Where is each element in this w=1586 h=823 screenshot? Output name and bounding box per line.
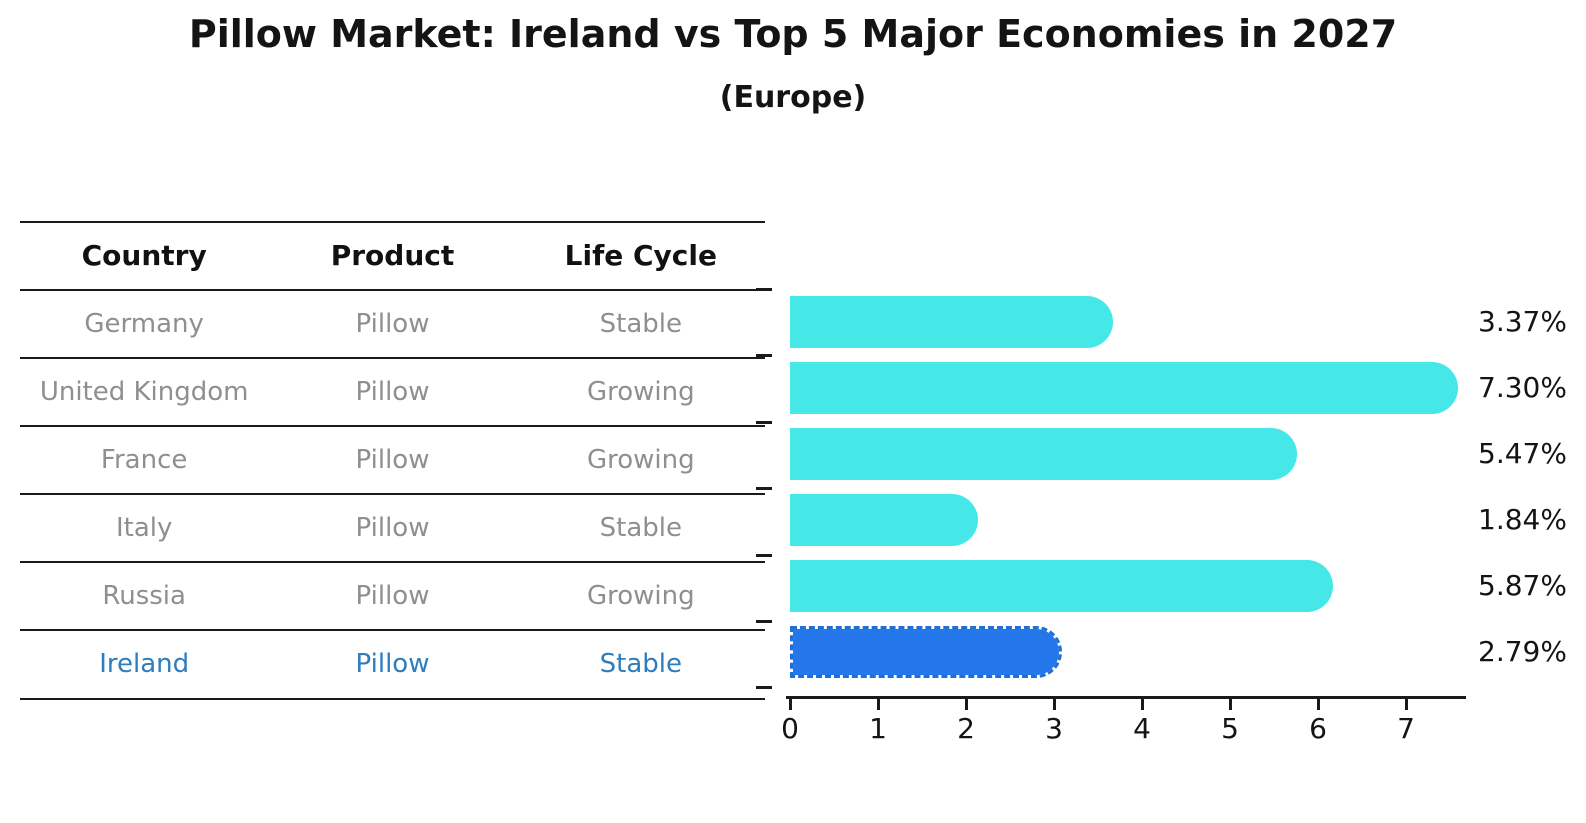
life-cycle-cell: Growing bbox=[586, 376, 695, 407]
bar-italy bbox=[790, 494, 978, 546]
column-header-life-cycle: Life Cycle bbox=[564, 238, 717, 272]
product-cell: Pillow bbox=[355, 376, 430, 407]
table-row-united-kingdom: United Kingdom Pillow Growing bbox=[20, 359, 765, 427]
bar-russia bbox=[790, 560, 1333, 612]
x-tick-mark bbox=[1141, 699, 1144, 710]
x-tick-mark bbox=[789, 699, 792, 710]
product-cell: Pillow bbox=[355, 649, 430, 680]
life-cycle-cell: Growing bbox=[586, 580, 695, 611]
y-tick-mark bbox=[756, 487, 772, 490]
life-cycle-cell: Stable bbox=[599, 308, 682, 339]
life-cycle-cell: Stable bbox=[599, 512, 682, 543]
country-cell: France bbox=[100, 444, 188, 475]
table-row-russia: Russia Pillow Growing bbox=[20, 563, 765, 631]
value-label-germany: 3.37% bbox=[1478, 305, 1567, 338]
table-body: Germany Pillow Stable United Kingdom Pil… bbox=[20, 291, 765, 700]
x-axis-line bbox=[786, 696, 1466, 699]
bar-germany bbox=[790, 296, 1113, 348]
x-tick-label: 3 bbox=[1045, 712, 1063, 745]
country-cell: Russia bbox=[102, 580, 186, 611]
value-labels: 3.37% 7.30% 5.47% 1.84% 5.87% 2.79% bbox=[1478, 296, 1583, 716]
x-tick-label: 0 bbox=[781, 712, 799, 745]
country-cell: United Kingdom bbox=[39, 376, 249, 407]
x-tick-mark bbox=[965, 699, 968, 710]
column-header-country: Country bbox=[81, 238, 207, 272]
life-cycle-cell: Stable bbox=[599, 649, 682, 680]
bar-plot-area bbox=[790, 296, 1490, 716]
y-tick-mark bbox=[756, 421, 772, 424]
table-row-france: France Pillow Growing bbox=[20, 427, 765, 495]
x-tick-mark bbox=[877, 699, 880, 710]
x-tick-mark bbox=[1405, 699, 1408, 710]
y-tick-mark bbox=[756, 354, 772, 357]
x-tick-label: 5 bbox=[1221, 712, 1239, 745]
column-header-product: Product bbox=[330, 238, 455, 272]
bar-united-kingdom bbox=[790, 362, 1459, 414]
product-cell: Pillow bbox=[355, 512, 430, 543]
x-tick-mark bbox=[1317, 699, 1320, 710]
bar-france bbox=[790, 428, 1298, 480]
country-cell: Germany bbox=[84, 308, 204, 339]
value-label-france: 5.47% bbox=[1478, 437, 1567, 470]
product-cell: Pillow bbox=[355, 444, 430, 475]
y-tick-mark bbox=[756, 288, 772, 291]
table-header-row: Country Product Life Cycle bbox=[20, 223, 765, 291]
product-cell: Pillow bbox=[355, 580, 430, 611]
y-tick-mark bbox=[756, 620, 772, 623]
value-label-russia: 5.87% bbox=[1478, 569, 1567, 602]
y-tick-mark bbox=[756, 686, 772, 689]
x-tick-label: 7 bbox=[1397, 712, 1415, 745]
value-label-united-kingdom: 7.30% bbox=[1478, 371, 1567, 404]
x-tick-label: 2 bbox=[957, 712, 975, 745]
country-cell: Ireland bbox=[99, 649, 190, 680]
table-row-italy: Italy Pillow Stable bbox=[20, 495, 765, 563]
country-table: Country Product Life Cycle Germany Pillo… bbox=[20, 221, 765, 700]
x-tick-label: 6 bbox=[1309, 712, 1327, 745]
x-tick-mark bbox=[1229, 699, 1232, 710]
table-row-germany: Germany Pillow Stable bbox=[20, 291, 765, 359]
value-label-ireland: 2.79% bbox=[1478, 635, 1567, 668]
y-tick-mark bbox=[756, 554, 772, 557]
product-cell: Pillow bbox=[355, 308, 430, 339]
x-tick-mark bbox=[1053, 699, 1056, 710]
chart-subtitle: (Europe) bbox=[719, 80, 867, 115]
x-tick-label: 4 bbox=[1133, 712, 1151, 745]
country-cell: Italy bbox=[115, 512, 173, 543]
life-cycle-cell: Growing bbox=[586, 444, 695, 475]
bar-ireland bbox=[790, 626, 1062, 678]
value-label-italy: 1.84% bbox=[1478, 503, 1567, 536]
x-tick-label: 1 bbox=[869, 712, 887, 745]
table-row-ireland: Ireland Pillow Stable bbox=[20, 631, 765, 700]
chart-title: Pillow Market: Ireland vs Top 5 Major Ec… bbox=[188, 12, 1398, 56]
